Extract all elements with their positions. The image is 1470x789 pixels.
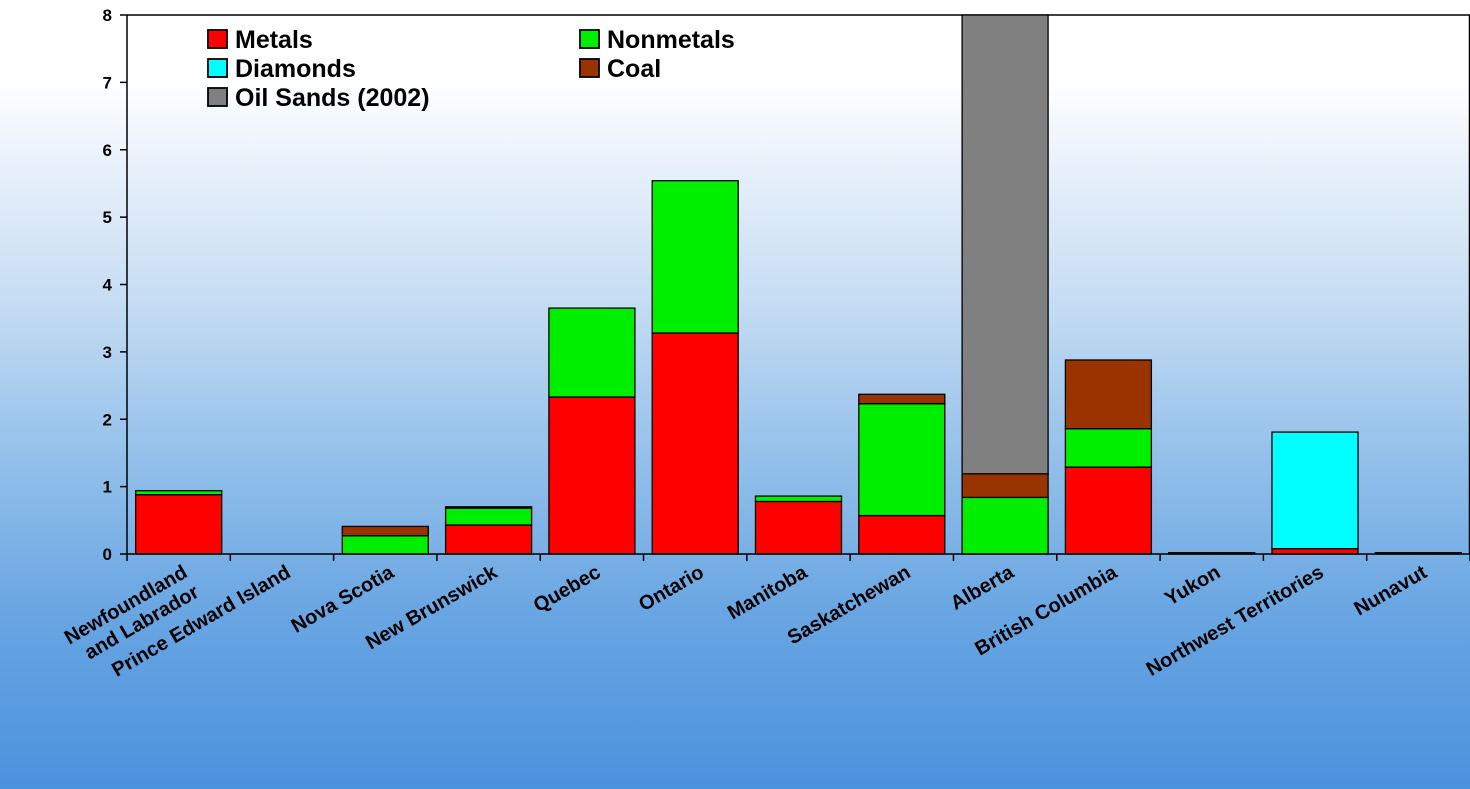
- bar-segment-oil-sands-2002-8: [961, 14, 1049, 475]
- bar-segment-nonmetals-9: [1064, 428, 1153, 468]
- legend-swatch-diamonds: [207, 58, 228, 78]
- legend-label-oil-sands-2002: Oil Sands (2002): [235, 84, 430, 112]
- legend-label-coal: Coal: [607, 55, 661, 83]
- x-tick-label-line: Northwest Territories: [1143, 561, 1328, 680]
- x-tick-label-12: Nunavut: [1351, 561, 1432, 620]
- x-tick-label-line: Nunavut: [1351, 561, 1432, 620]
- legend-item-coal: Coal: [579, 55, 661, 83]
- bar-segment-metals-5: [651, 332, 739, 555]
- bar-segment-nonmetals-5: [651, 180, 739, 334]
- bar-segment-coal-3: [444, 506, 533, 509]
- legend-swatch-oil-sands-2002: [207, 87, 228, 107]
- bar-segment-nonmetals-2: [341, 535, 429, 555]
- bar-segment-metals-4: [548, 396, 636, 555]
- legend-label-metals: Metals: [235, 26, 313, 54]
- y-tick-label-8: 8: [103, 6, 112, 25]
- x-tick-label-line: Manitoba: [724, 561, 812, 624]
- y-tick-label-6: 6: [103, 141, 112, 160]
- legend-item-metals: Metals: [207, 26, 313, 54]
- bar-segment-metals-0: [135, 494, 223, 555]
- y-tick-label-7: 7: [103, 73, 112, 92]
- x-tick-label-5: Ontario: [635, 561, 708, 616]
- y-tick-label-0: 0: [103, 545, 112, 564]
- legend: Metals Nonmetals Diamonds Coal Oil Sands (20…: [207, 26, 735, 112]
- y-tick-label-2: 2: [103, 410, 112, 429]
- x-tick-label-11: Northwest Territories: [1143, 561, 1328, 680]
- bar-segment-coal-8: [961, 473, 1049, 499]
- legend-item-nonmetals: Nonmetals: [579, 26, 735, 54]
- x-tick-label-10: Yukon: [1161, 561, 1224, 610]
- x-tick-label-line: Yukon: [1161, 561, 1224, 610]
- bar-segment-nonmetals-7: [858, 403, 946, 517]
- bar-segment-nonmetals-0: [135, 490, 223, 496]
- bar-segment-nonmetals-4: [548, 307, 636, 398]
- legend-swatch-coal: [579, 58, 600, 78]
- y-tick-label-5: 5: [103, 208, 112, 227]
- bar-segment-nonmetals-8: [961, 496, 1049, 555]
- x-tick-label-6: Manitoba: [724, 561, 812, 624]
- x-tick-label-8: Alberta: [947, 561, 1018, 615]
- legend-swatch-nonmetals: [579, 29, 600, 49]
- legend-item-oil-sands-2002: Oil Sands (2002): [207, 84, 430, 112]
- y-tick-label-4: 4: [103, 276, 113, 295]
- bar-segment-metals-6: [754, 500, 843, 555]
- bar-segment-metals-3: [444, 524, 533, 555]
- y-tick-label-1: 1: [103, 478, 112, 497]
- bar-segment-diamonds-11: [1271, 431, 1359, 550]
- legend-label-diamonds: Diamonds: [235, 55, 356, 83]
- legend-label-nonmetals: Nonmetals: [607, 26, 735, 54]
- bar-segment-nonmetals-6: [754, 495, 843, 503]
- bar-segment-coal-2: [341, 525, 429, 537]
- x-tick-label-4: Quebec: [530, 561, 605, 617]
- legend-swatch-metals: [207, 29, 228, 49]
- bar-segment-coal-7: [858, 393, 946, 405]
- bars: [135, 14, 1462, 555]
- bar-segment-metals-9: [1064, 466, 1153, 555]
- x-tick-label-line: Ontario: [635, 561, 708, 616]
- x-tick-label-line: Quebec: [530, 561, 605, 617]
- y-tick-label-3: 3: [103, 343, 112, 362]
- bar-segment-nonmetals-3: [444, 507, 533, 526]
- bar-segment-metals-7: [858, 514, 946, 555]
- legend-item-diamonds: Diamonds: [207, 55, 356, 83]
- bar-segment-metals-11: [1271, 547, 1359, 555]
- bar-segment-coal-9: [1064, 359, 1153, 430]
- x-tick-label-line: Alberta: [947, 561, 1018, 615]
